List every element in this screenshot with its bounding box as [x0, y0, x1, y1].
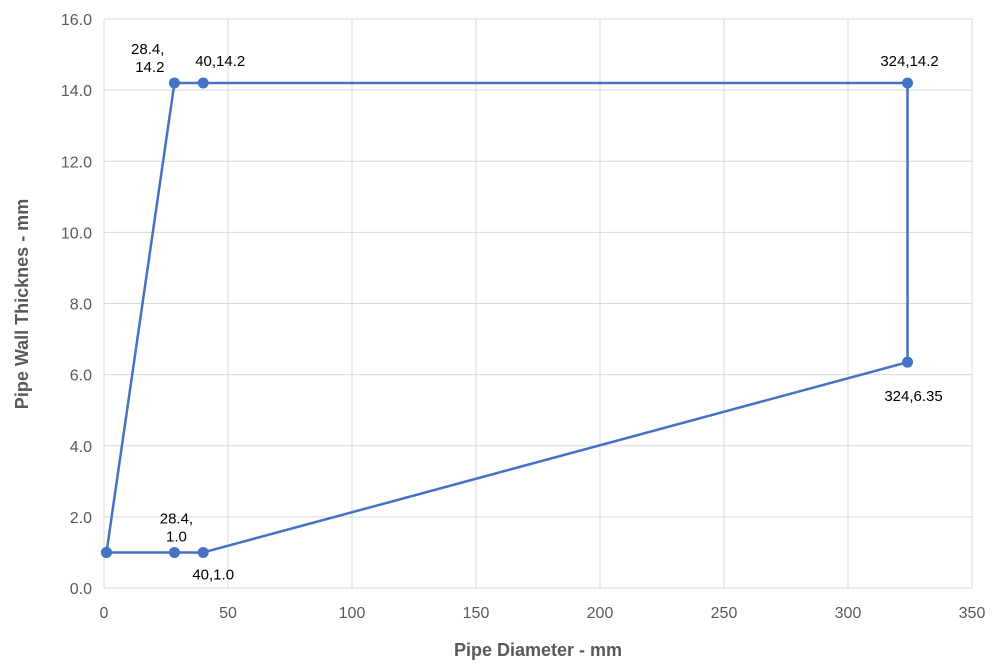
- x-tick-label: 0: [100, 605, 109, 622]
- y-tick-label: 4.0: [70, 439, 92, 456]
- data-point: [902, 356, 914, 368]
- y-tick-label: 16.0: [61, 12, 92, 29]
- data-point: [197, 546, 209, 558]
- data-point: [902, 77, 914, 89]
- data-label: 28.4, 1.0: [160, 510, 193, 545]
- x-tick-label: 150: [463, 605, 490, 622]
- data-point: [197, 77, 209, 89]
- data-label: 28.4, 14.2: [131, 41, 164, 76]
- x-tick-label: 250: [711, 605, 738, 622]
- x-tick-label: 100: [339, 605, 366, 622]
- y-axis-ticks: 0.0 2.0 4.0 6.0 8.0 10.0 12.0 14.0 16.0: [61, 12, 92, 598]
- series-plot: [100, 77, 914, 558]
- data-labels: 28.4, 14.2 40,14.2 324,14.2 324,6.35 40,1.0 28…: [131, 41, 943, 583]
- x-tick-label: 200: [587, 605, 614, 622]
- y-tick-label: 0.0: [70, 581, 92, 598]
- x-tick-label: 50: [219, 605, 237, 622]
- data-point: [168, 546, 180, 558]
- gridlines: [103, 18, 973, 589]
- y-tick-label: 14.0: [61, 83, 92, 100]
- y-tick-label: 2.0: [70, 510, 92, 527]
- data-label: 40,1.0: [192, 566, 234, 583]
- y-tick-label: 10.0: [61, 225, 92, 242]
- series-line: [105, 81, 909, 554]
- y-axis-title: Pipe Wall Thicknes - mm: [12, 199, 32, 409]
- x-tick-label: 350: [959, 605, 986, 622]
- y-tick-label: 6.0: [70, 368, 92, 385]
- data-label: 324,14.2: [880, 53, 938, 70]
- data-label: 324,6.35: [884, 388, 942, 405]
- data-point: [100, 546, 112, 558]
- x-tick-label: 300: [835, 605, 862, 622]
- data-label: 40,14.2: [195, 53, 245, 70]
- x-axis-ticks: 0 50 100 150 200 250 300 350: [100, 605, 986, 622]
- y-tick-label: 8.0: [70, 297, 92, 314]
- x-axis-title: Pipe Diameter - mm: [454, 640, 622, 660]
- y-tick-label: 12.0: [61, 154, 92, 171]
- data-point: [168, 77, 180, 89]
